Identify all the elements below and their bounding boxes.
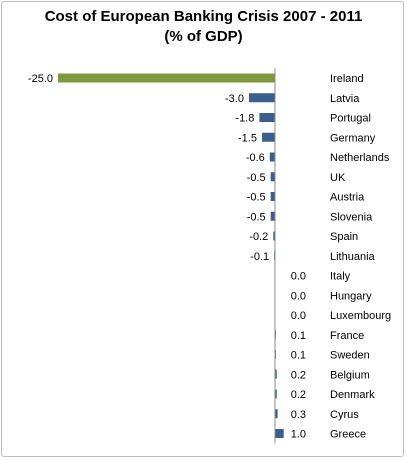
- bar-denmark: [275, 389, 277, 399]
- category-label-lithuania: Lithuania: [330, 251, 376, 263]
- data-label-spain: -0.2: [249, 231, 268, 243]
- category-label-spain: Spain: [330, 231, 358, 243]
- chart-title-block: Cost of European Banking Crisis 2007 - 2…: [0, 7, 407, 47]
- bar-latvia: [248, 93, 275, 103]
- bar-greece: [275, 429, 284, 438]
- category-label-belgium: Belgium: [330, 369, 370, 381]
- category-label-sweden: Sweden: [330, 350, 370, 362]
- data-label-cyrus: 0.3: [291, 409, 306, 421]
- data-label-hungary: 0.0: [291, 290, 306, 302]
- data-label-group: -25.0 -3.0 -1.8 -1.5 -0.6 -0.5 -0.5 -0.5 -0.2 -0.…: [28, 73, 306, 441]
- bar-spain: [273, 231, 275, 241]
- category-label-france: France: [330, 330, 364, 342]
- bar-cyrus: [275, 409, 278, 419]
- bar-portugal: [259, 113, 275, 122]
- bar-belgium: [275, 369, 277, 379]
- bar-austria: [270, 192, 275, 201]
- data-label-italy: 0.0: [291, 271, 306, 283]
- chart-title: Cost of European Banking Crisis 2007 - 2…: [44, 8, 363, 25]
- data-label-uk: -0.5: [247, 172, 266, 184]
- data-label-ireland: -25.0: [28, 73, 53, 85]
- data-label-denmark: 0.2: [291, 389, 306, 401]
- category-label-uk: UK: [330, 172, 346, 184]
- category-label-denmark: Denmark: [330, 389, 375, 401]
- chart-subtitle: (% of GDP): [164, 28, 243, 45]
- category-label-italy: Italy: [330, 271, 351, 283]
- data-label-netherlands: -0.6: [246, 152, 265, 164]
- data-label-portugal: -1.8: [235, 113, 254, 125]
- data-label-latvia: -3.0: [225, 93, 244, 105]
- bar-uk: [270, 172, 275, 182]
- category-label-austria: Austria: [330, 192, 365, 204]
- category-label-germany: Germany: [330, 132, 376, 144]
- bar-slovenia: [270, 211, 275, 221]
- bar-netherlands: [269, 152, 275, 162]
- category-label-greece: Greece: [330, 429, 366, 441]
- data-label-germany: -1.5: [238, 132, 257, 144]
- category-label-portugal: Portugal: [330, 113, 371, 125]
- category-label-hungary: Hungary: [330, 290, 372, 302]
- category-label-latvia: Latvia: [330, 93, 360, 105]
- data-label-greece: 1.0: [291, 429, 306, 441]
- data-label-lithuania: -0.1: [250, 251, 269, 263]
- category-label-netherlands: Netherlands: [330, 152, 390, 164]
- category-label-cyrus: Cyrus: [330, 409, 359, 421]
- category-label-luxembourg: Luxembourg: [330, 310, 391, 322]
- data-label-luxembourg: 0.0: [291, 310, 306, 322]
- category-label-group: Ireland Latvia Portugal Germany Netherlands U…: [330, 73, 391, 441]
- data-label-slovenia: -0.5: [247, 211, 266, 223]
- data-label-austria: -0.5: [247, 192, 266, 204]
- bar-ireland: [58, 73, 275, 83]
- category-label-slovenia: Slovenia: [330, 211, 373, 223]
- data-label-france: 0.1: [291, 330, 306, 342]
- data-label-sweden: 0.1: [291, 350, 306, 362]
- bar-germany: [261, 132, 275, 142]
- data-label-belgium: 0.2: [291, 369, 306, 381]
- category-label-ireland: Ireland: [330, 73, 364, 85]
